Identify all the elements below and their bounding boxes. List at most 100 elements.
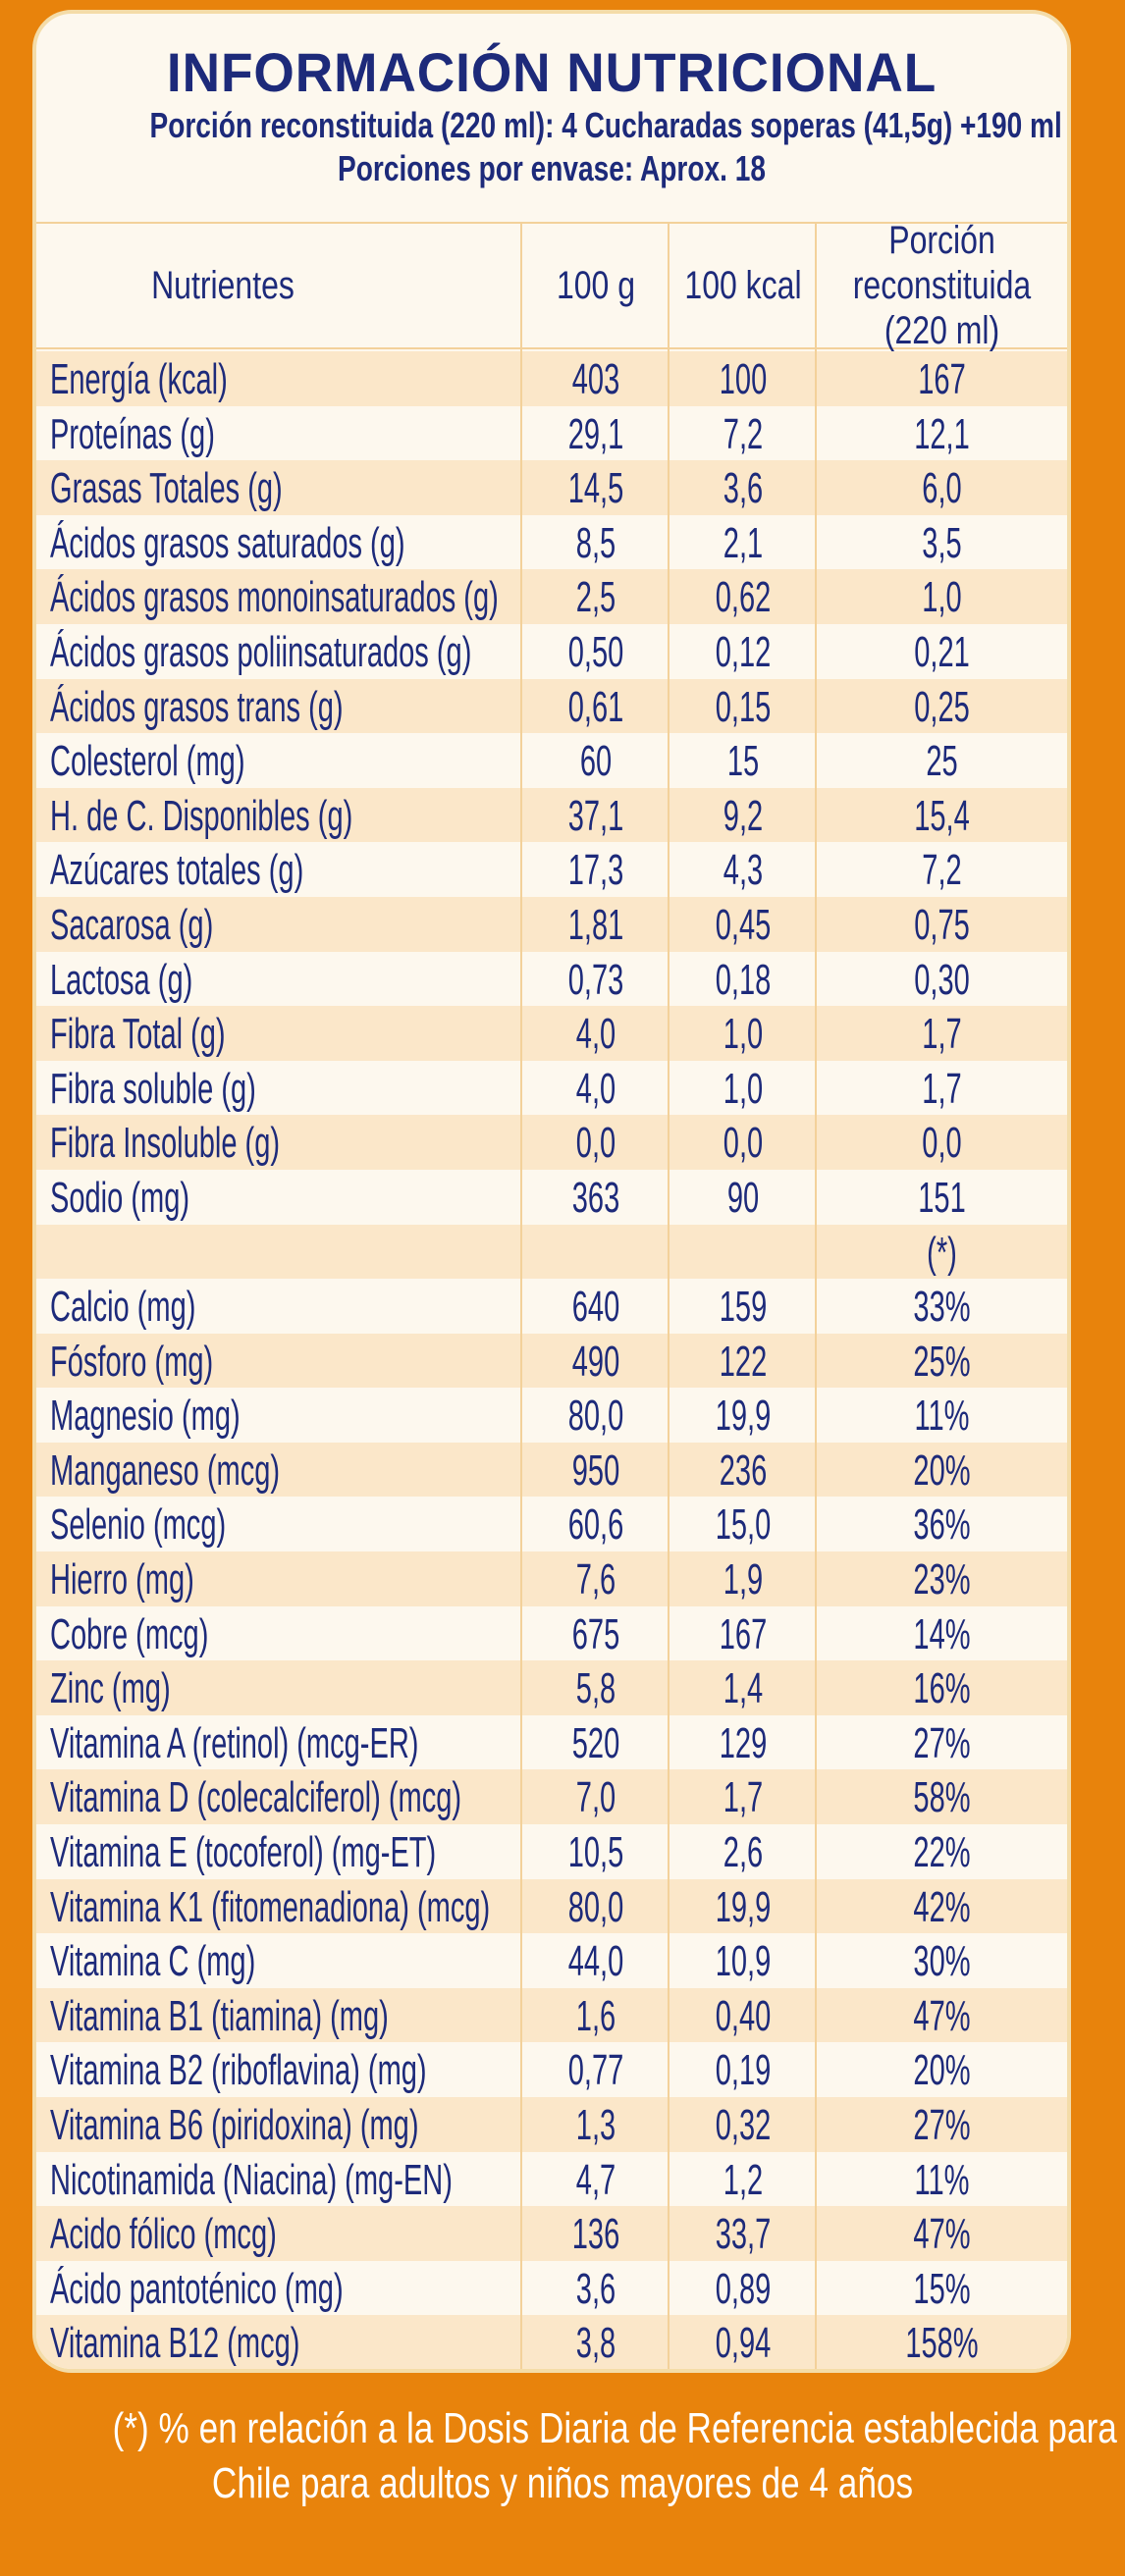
nutrient-name: Fibra soluble (g) — [50, 1064, 256, 1113]
value-100g: 14,5 — [567, 464, 624, 513]
value-100g: 1,6 — [575, 1991, 616, 2040]
value-portion: 11% — [914, 2155, 970, 2204]
value-100kcal: 4,3 — [723, 846, 764, 895]
value-100g: 8,5 — [575, 518, 616, 567]
table-row: Acido fólico (mcg) 136 33,7 47% — [36, 2206, 1067, 2261]
value-100g: 5,8 — [575, 1664, 616, 1713]
table-row: Vitamina D (colecalciferol) (mcg) 7,0 1,7 5… — [36, 1769, 1067, 1825]
value-100g: 363 — [571, 1173, 620, 1222]
value-portion: 25% — [913, 1337, 971, 1386]
table-row: Azúcares totales (g) 17,3 4,3 7,2 — [36, 842, 1067, 897]
value-100g: 0,77 — [567, 2046, 624, 2095]
value-portion: 15,4 — [914, 791, 970, 840]
value-portion: 151 — [918, 1173, 966, 1222]
nutrient-name: Hierro (mg) — [50, 1555, 194, 1604]
value-100g: 403 — [571, 355, 620, 403]
nutrient-name: Proteínas (g) — [50, 409, 215, 458]
value-100g: 4,0 — [575, 1010, 616, 1059]
value-100kcal: 159 — [719, 1283, 768, 1332]
value-portion: 47% — [913, 1991, 971, 2040]
value-portion: 16% — [913, 1664, 971, 1713]
value-100g: 60 — [579, 737, 613, 786]
value-portion: 12,1 — [914, 409, 970, 458]
table-row: Energía (kcal) 403 100 167 — [36, 351, 1067, 406]
table-row: Grasas Totales (g) 14,5 3,6 6,0 — [36, 460, 1067, 515]
value-portion: 0,21 — [914, 627, 970, 676]
table-row: Vitamina K1 (fitomenadiona) (mcg) 80,0 19,… — [36, 1878, 1067, 1934]
column-divider — [520, 222, 522, 2369]
servings-line: Porciones por envase: Aprox. 18 — [338, 148, 766, 188]
value-100g: 950 — [571, 1446, 620, 1495]
value-100g: 4,0 — [575, 1064, 616, 1113]
table-row: Colesterol (mg) 60 15 25 — [36, 733, 1067, 788]
value-100g: 640 — [571, 1283, 620, 1332]
page-title: INFORMACIÓN NUTRICIONAL — [166, 41, 938, 103]
nutrient-name: Nicotinamida (Niacina) (mg-EN) — [50, 2155, 453, 2204]
value-100kcal: 122 — [719, 1337, 768, 1386]
value-100g: 4,7 — [575, 2155, 616, 2204]
value-100g: 0,0 — [575, 1119, 616, 1168]
nutrient-name: Acido fólico (mcg) — [50, 2210, 277, 2259]
table-row: Manganeso (mcg) 950 236 20% — [36, 1442, 1067, 1498]
value-portion: 42% — [913, 1882, 971, 1931]
nutrient-name: Vitamina D (colecalciferol) (mcg) — [50, 1773, 462, 1822]
value-100kcal: 100 — [719, 355, 768, 403]
nutrient-name: Vitamina C (mg) — [50, 1937, 256, 1986]
table-row: Sodio (mg) 363 90 151 — [36, 1169, 1067, 1225]
value-100g: 0,50 — [567, 627, 624, 676]
value-100kcal: 1,9 — [723, 1555, 764, 1604]
value-portion: 0,30 — [914, 955, 970, 1004]
value-100kcal: 1,2 — [723, 2155, 764, 2204]
value-portion: 14% — [913, 1609, 971, 1658]
nutrient-name: Selenio (mcg) — [50, 1500, 227, 1550]
table-row: Vitamina B2 (riboflavina) (mg) 0,77 0,19 20… — [36, 2042, 1067, 2097]
value-portion: 1,7 — [922, 1064, 962, 1113]
value-100g: 3,6 — [575, 2264, 616, 2313]
nutrient-name: Ácidos grasos monoinsaturados (g) — [50, 573, 499, 622]
value-portion: 11% — [914, 1392, 970, 1441]
nutrition-header: INFORMACIÓN NUTRICIONAL Porción reconsti… — [36, 41, 1068, 190]
value-100kcal: 9,2 — [723, 791, 764, 840]
nutrition-card: INFORMACIÓN NUTRICIONAL Porción reconsti… — [32, 10, 1071, 2373]
value-100g: 37,1 — [567, 791, 624, 840]
table-row: Fibra soluble (g) 4,0 1,0 1,7 — [36, 1060, 1067, 1116]
nutrient-name: Zinc (mg) — [50, 1664, 171, 1713]
value-100g: 3,8 — [575, 2319, 616, 2368]
value-portion: 1,0 — [922, 573, 962, 622]
value-portion: 1,7 — [922, 1010, 962, 1059]
value-100kcal: 1,4 — [723, 1664, 764, 1713]
table-row: Zinc (mg) 5,8 1,4 16% — [36, 1660, 1067, 1715]
value-100kcal: 0,32 — [715, 2101, 772, 2149]
nutrient-name: Energía (kcal) — [50, 355, 228, 403]
column-header-100g: 100 g — [556, 263, 636, 307]
table-row: Nicotinamida (Niacina) (mg-EN) 4,7 1,2 11% — [36, 2151, 1067, 2207]
value-100g: 1,3 — [575, 2101, 616, 2149]
nutrient-name: Vitamina E (tocoferol) (mg-ET) — [50, 1828, 437, 1877]
value-100g: 7,0 — [575, 1773, 616, 1822]
table-row: Selenio (mcg) 60,6 15,0 36% — [36, 1497, 1067, 1552]
value-100g: 80,0 — [567, 1392, 624, 1441]
value-portion: 15% — [913, 2264, 971, 2313]
nutrient-name: Azúcares totales (g) — [50, 846, 304, 895]
value-100g: 0,73 — [567, 955, 624, 1004]
value-portion: 158% — [905, 2319, 979, 2368]
value-100g: 7,6 — [575, 1555, 616, 1604]
value-100kcal: 0,89 — [715, 2264, 772, 2313]
column-header-nutrients: Nutrientes — [151, 263, 295, 307]
nutrient-table-body: Energía (kcal) 403 100 167 Proteínas (g) 29,1… — [36, 351, 1067, 2369]
value-100g: 1,81 — [567, 900, 624, 949]
value-100kcal: 19,9 — [715, 1392, 772, 1441]
nutrient-name: Cobre (mcg) — [50, 1609, 209, 1658]
nutrient-name: Vitamina B2 (riboflavina) (mg) — [50, 2046, 427, 2095]
value-100kcal: 167 — [719, 1609, 768, 1658]
table-row: Vitamina C (mg) 44,0 10,9 30% — [36, 1933, 1067, 1988]
nutrient-name: Fósforo (mg) — [50, 1337, 214, 1386]
value-100kcal: 0,12 — [715, 627, 772, 676]
table-row: Proteínas (g) 29,1 7,2 12,1 — [36, 405, 1067, 461]
value-100kcal: 15 — [726, 737, 760, 786]
value-100g: 29,1 — [567, 409, 624, 458]
value-portion: 36% — [913, 1500, 971, 1550]
column-divider — [815, 222, 817, 2369]
value-100kcal: 19,9 — [715, 1882, 772, 1931]
table-row: Ácidos grasos poliinsaturados (g) 0,50 0,1… — [36, 623, 1067, 679]
